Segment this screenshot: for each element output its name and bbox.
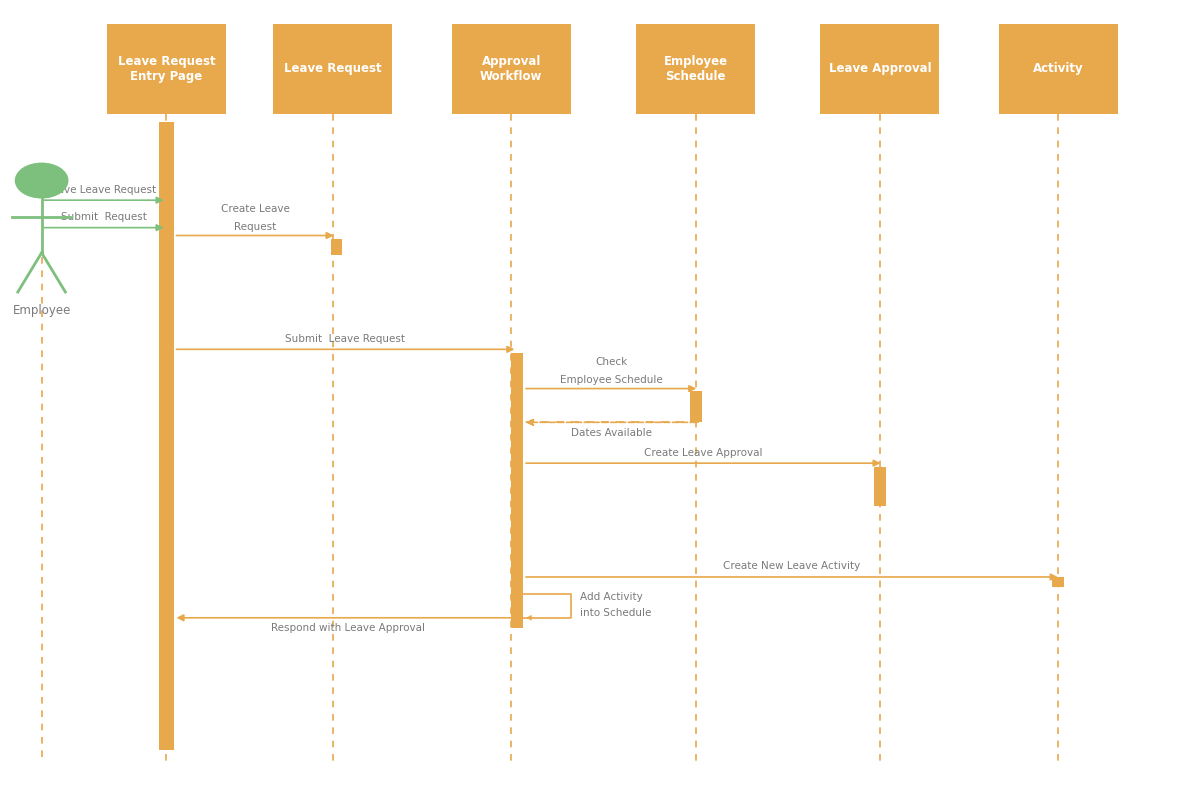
Text: Create Leave Approval: Create Leave Approval: [644, 447, 762, 458]
Text: Create New Leave Activity: Create New Leave Activity: [723, 561, 861, 571]
Text: Save Leave Request: Save Leave Request: [51, 184, 157, 195]
Text: Create Leave: Create Leave: [221, 204, 289, 214]
FancyBboxPatch shape: [107, 24, 226, 114]
Text: Employee: Employee: [12, 304, 71, 317]
Bar: [511, 604, 523, 628]
Text: Approval
Workflow: Approval Workflow: [480, 55, 542, 82]
FancyBboxPatch shape: [820, 24, 939, 114]
Bar: [159, 122, 174, 750]
FancyBboxPatch shape: [636, 24, 755, 114]
Text: Leave Request: Leave Request: [284, 62, 382, 75]
Circle shape: [15, 163, 68, 198]
Text: Employee Schedule: Employee Schedule: [560, 374, 662, 385]
Text: Add Activity: Add Activity: [580, 592, 643, 602]
Text: into Schedule: into Schedule: [580, 608, 652, 618]
Text: Employee
Schedule: Employee Schedule: [663, 55, 728, 82]
Text: Check: Check: [594, 357, 628, 367]
FancyBboxPatch shape: [999, 24, 1118, 114]
Bar: [331, 239, 342, 255]
FancyBboxPatch shape: [273, 24, 392, 114]
Text: Submit  Leave Request: Submit Leave Request: [285, 334, 405, 344]
Bar: [874, 467, 886, 506]
Bar: [690, 391, 702, 422]
Text: Activity: Activity: [1033, 62, 1083, 75]
Bar: [1052, 577, 1064, 587]
FancyBboxPatch shape: [452, 24, 571, 114]
Text: Respond with Leave Approval: Respond with Leave Approval: [271, 623, 426, 633]
Bar: [511, 353, 523, 628]
Text: Submit  Request: Submit Request: [61, 212, 147, 222]
Text: Dates Available: Dates Available: [571, 428, 652, 438]
Text: Request: Request: [234, 221, 276, 232]
Text: Leave Request
Entry Page: Leave Request Entry Page: [118, 55, 215, 82]
Text: Leave Approval: Leave Approval: [829, 62, 931, 75]
